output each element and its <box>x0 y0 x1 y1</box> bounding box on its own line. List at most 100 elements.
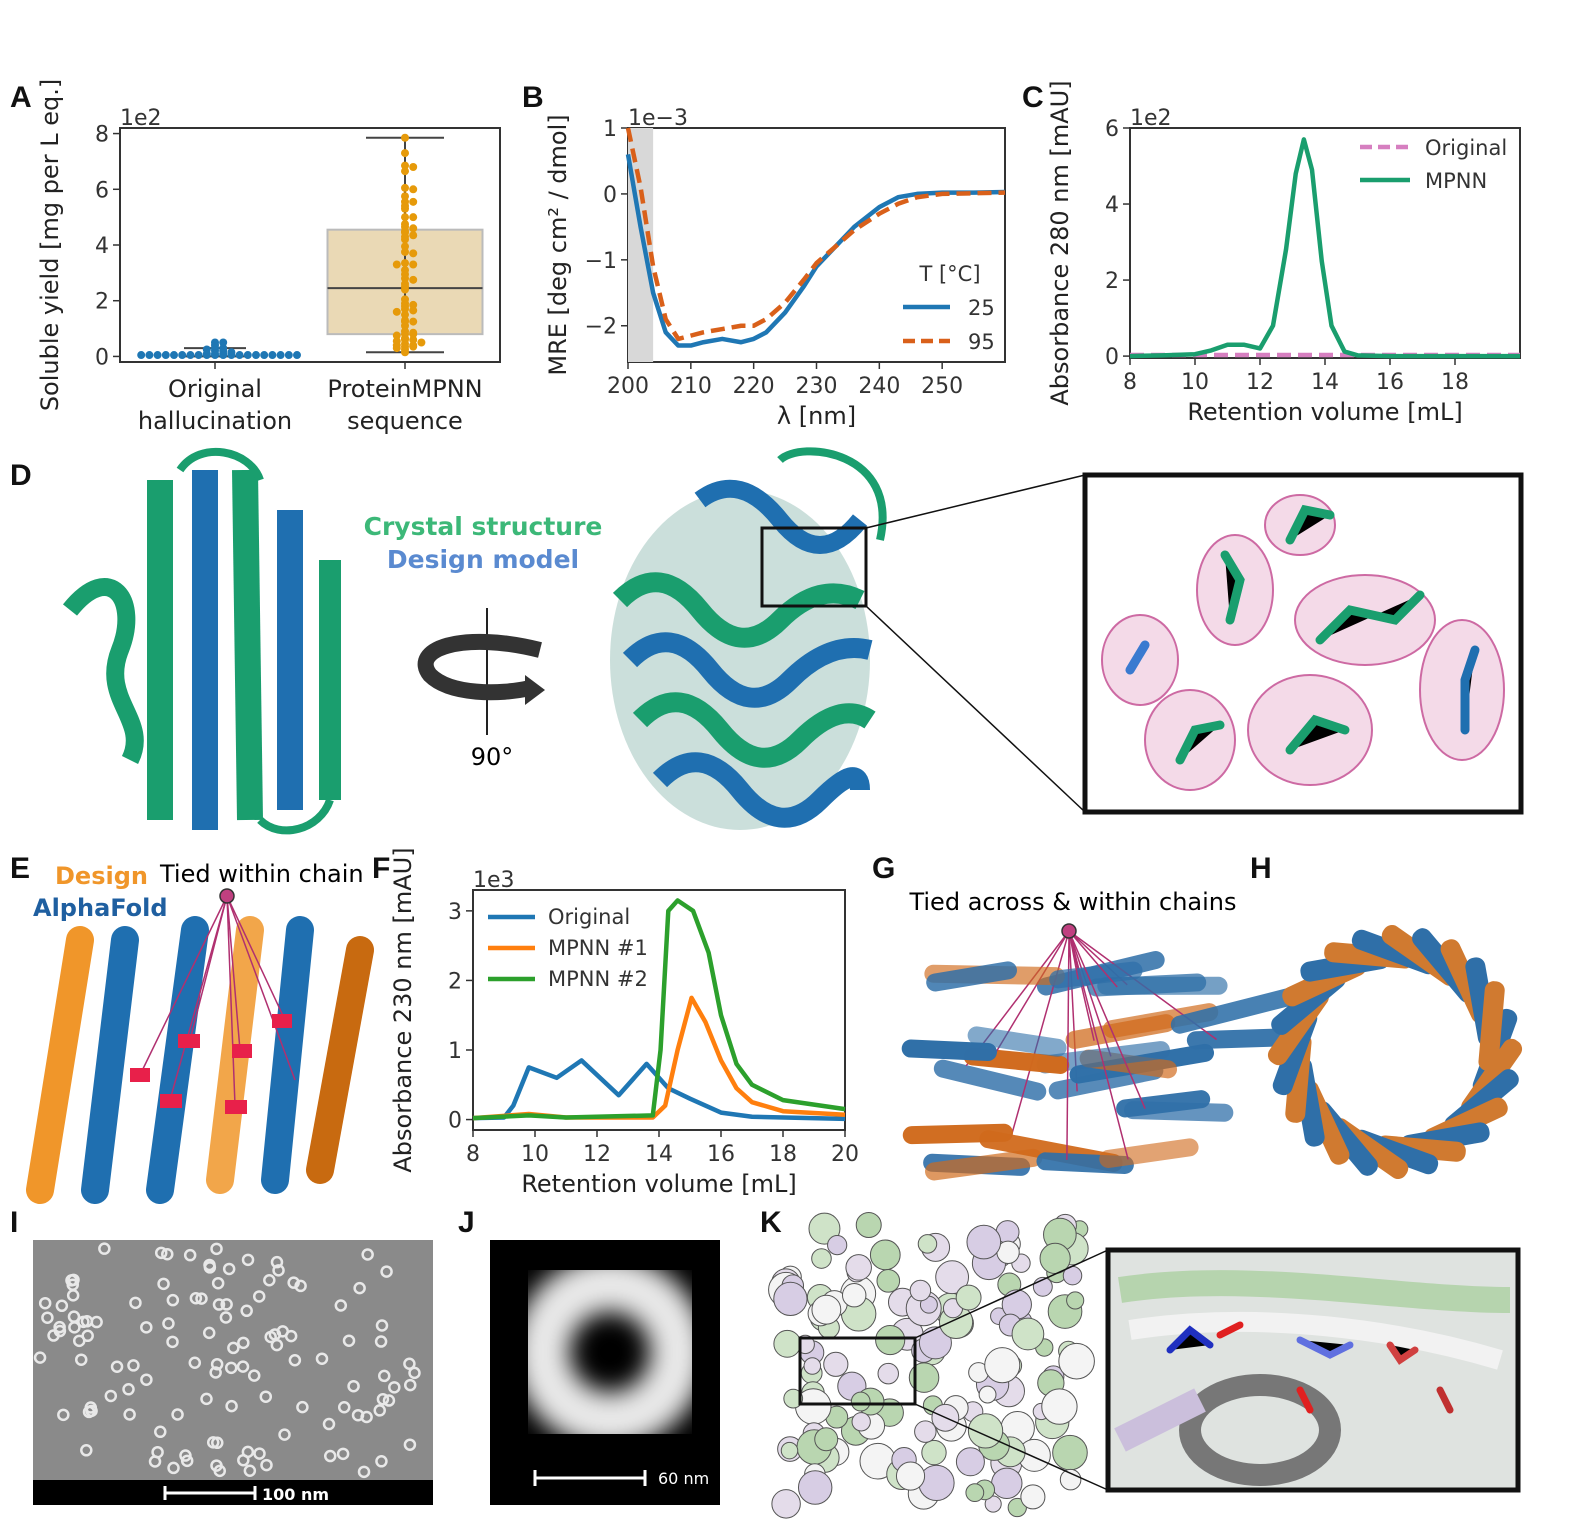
particle <box>140 1321 153 1334</box>
particle <box>195 1292 208 1305</box>
particle <box>315 1352 329 1365</box>
crystal-structure-label: Crystal structure <box>364 512 603 541</box>
particle <box>33 1351 47 1364</box>
tie-node <box>1061 923 1077 939</box>
data-point <box>409 260 418 269</box>
helix-cylinder <box>1087 973 1207 997</box>
data-point <box>409 317 418 326</box>
particle <box>342 1334 356 1347</box>
design-label: Design <box>55 862 148 890</box>
surface-blob <box>869 1239 901 1271</box>
particle <box>57 1408 70 1422</box>
surface-blob <box>908 1362 940 1393</box>
particle <box>347 1379 360 1393</box>
particle <box>382 1394 396 1407</box>
surface-blob <box>773 1329 802 1358</box>
x-tick-label: 250 <box>921 374 963 399</box>
y-tick-label: 0 <box>603 183 617 208</box>
protein-structure-side <box>610 447 887 830</box>
data-point <box>401 247 409 256</box>
particle <box>41 1311 54 1324</box>
particle <box>140 1373 153 1386</box>
particle <box>220 1298 233 1311</box>
surface-blob <box>803 1357 822 1375</box>
particle <box>211 1436 224 1450</box>
data-point <box>392 307 401 316</box>
data-point <box>202 345 211 354</box>
y-axis-label: Soluble yield [mg per L eq.] <box>36 79 64 411</box>
legend-label: MPNN <box>1425 169 1487 193</box>
particle <box>80 1444 93 1457</box>
y-tick-label: 1 <box>603 117 617 142</box>
panel-label-f: F <box>372 852 390 885</box>
data-point <box>409 163 418 171</box>
data-point <box>186 351 195 360</box>
particle <box>322 1417 336 1431</box>
surface-blob <box>1059 1468 1082 1491</box>
particle <box>224 1361 238 1375</box>
surface-blob <box>991 1467 1023 1500</box>
x-tick-label: 20 <box>831 1142 859 1167</box>
y-multiplier: 1e3 <box>473 868 515 893</box>
surface-blob <box>876 1269 901 1293</box>
particle <box>377 1369 391 1383</box>
panel-e-structure: Design Tied within chain AlphaFold <box>26 860 374 1204</box>
data-point <box>293 351 301 360</box>
panel-h-ring-structure <box>1267 924 1523 1180</box>
particle <box>360 1410 373 1424</box>
particle <box>171 1408 184 1421</box>
data-point <box>145 351 154 360</box>
y-tick-label: 0 <box>448 1109 462 1134</box>
chart-b: 1 0 −1 −2 200 210 220 230 240 250 1e−3 MRE [deg cm²… <box>544 106 1006 430</box>
y-multiplier: 1e2 <box>120 106 162 131</box>
alphafold-label: AlphaFold <box>33 894 168 922</box>
surface-blob <box>850 1391 871 1412</box>
rotation-arrow-icon <box>417 608 545 735</box>
y-tick-label: 8 <box>95 123 109 148</box>
surface-blob <box>918 1464 955 1502</box>
helix-cylinder <box>926 961 1017 992</box>
surface-blob <box>877 1362 899 1385</box>
particle <box>68 1321 81 1334</box>
particle <box>241 1253 255 1267</box>
data-point <box>401 310 409 319</box>
data-point <box>409 300 418 309</box>
particle <box>157 1277 170 1291</box>
x-tick-label: 220 <box>733 374 775 399</box>
surface-blob <box>823 1351 849 1377</box>
particle <box>237 1336 250 1350</box>
y-tick-label: 6 <box>1105 117 1119 142</box>
series-line-original <box>472 1058 846 1122</box>
surface-blob <box>1066 1291 1085 1310</box>
particle <box>361 1248 374 1261</box>
particle <box>236 1360 250 1373</box>
data-point <box>409 185 418 194</box>
panel-label-k: K <box>760 1206 782 1239</box>
zoom-box <box>798 1336 917 1406</box>
y-tick-label: 2 <box>448 969 462 994</box>
particle <box>222 1262 236 1276</box>
helix-cylinder <box>933 1059 1047 1101</box>
scale-label: 100 nm <box>262 1485 329 1504</box>
surface-blob <box>1052 1434 1088 1471</box>
x-tick-label: 8 <box>1123 370 1137 395</box>
particle <box>202 1326 216 1340</box>
helix-cylinder <box>1036 1041 1170 1074</box>
panel-g-structure: Tied across & within chains <box>901 888 1304 1181</box>
legend-label: Original <box>1425 136 1507 160</box>
particle <box>287 1276 300 1289</box>
data-point <box>409 306 418 315</box>
data-point <box>194 351 203 360</box>
data-point <box>252 351 260 360</box>
surface-blob <box>841 1282 867 1308</box>
data-point <box>401 183 409 192</box>
particle <box>336 1447 350 1461</box>
particle <box>270 1255 284 1269</box>
surface-blob <box>811 1248 832 1269</box>
y-tick-label: 0 <box>95 345 109 370</box>
x-axis-label: λ [nm] <box>777 402 856 430</box>
particle <box>162 1317 175 1330</box>
particle <box>243 1464 257 1477</box>
particle <box>375 1455 388 1468</box>
x-tick-label: 18 <box>1441 370 1469 395</box>
